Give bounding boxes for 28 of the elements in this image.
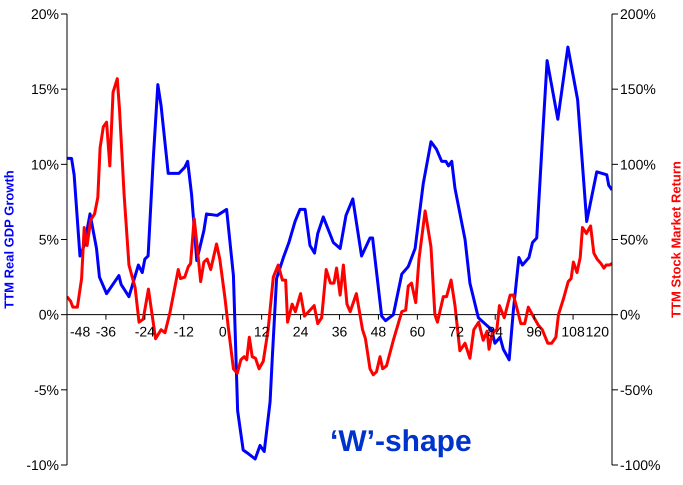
y-tick-label: -5% <box>34 382 59 398</box>
x-tick-label: 36 <box>332 324 348 340</box>
y-tick-label: 20% <box>30 6 59 22</box>
x-tick-label: 120 <box>586 324 610 340</box>
y-tick-label: 10% <box>30 156 59 172</box>
x-tick-label: 24 <box>292 324 309 340</box>
x-tick-label: 48 <box>370 324 386 340</box>
x-tick-label: -12 <box>174 324 194 340</box>
y-tick-label: 5% <box>38 231 59 248</box>
x-tick-label: -36 <box>96 324 116 340</box>
y-tick-label: -10% <box>26 456 59 473</box>
y2-tick-label: -100% <box>620 456 660 473</box>
annotation: ‘W’-shape <box>330 425 472 459</box>
y-tick-label: 0% <box>38 306 59 323</box>
x-tick-label: 108 <box>561 324 585 340</box>
y2-tick-label: 50% <box>620 231 648 248</box>
y-axis-title: TTM Real GDP Growth <box>2 170 17 309</box>
y2-tick-label: -50% <box>620 382 653 398</box>
x-tick-label: -48 <box>70 324 90 340</box>
y2-tick-label: 150% <box>620 81 656 98</box>
y2-tick-label: 0% <box>620 306 640 323</box>
x-tick-label: 0 <box>218 324 227 340</box>
y2-axis-title: TTM Stock Market Return <box>668 161 683 318</box>
y2-tick-label: 100% <box>620 156 656 172</box>
x-tick-label: 60 <box>410 324 426 340</box>
y-tick-label: 15% <box>30 81 59 98</box>
y2-tick-label: 200% <box>620 6 656 22</box>
x-tick-label: 96 <box>526 324 542 340</box>
